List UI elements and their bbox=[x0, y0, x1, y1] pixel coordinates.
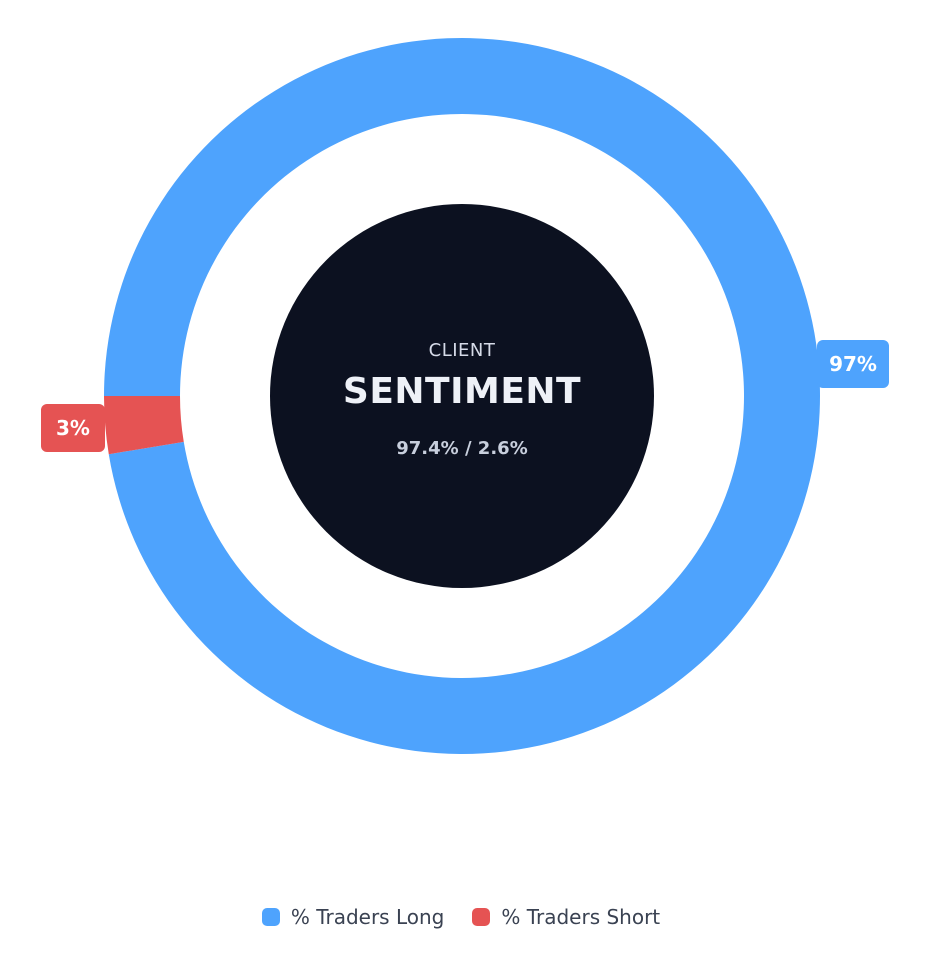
data-label-short-text: 3% bbox=[56, 416, 90, 440]
center-subtitle: 97.4% / 2.6% bbox=[396, 438, 527, 459]
data-label-short-box bbox=[41, 404, 105, 452]
data-label-long-text: 97% bbox=[829, 352, 877, 376]
data-label-long-box bbox=[817, 340, 889, 388]
donut-chart: CLIENT SENTIMENT 97.4% / 2.6% 97% 3% bbox=[41, 37, 889, 754]
legend-item-short[interactable]: % Traders Short bbox=[472, 905, 660, 929]
center-title: SENTIMENT bbox=[343, 371, 581, 412]
legend-item-long[interactable]: % Traders Long bbox=[261, 905, 445, 929]
legend: % Traders Long % Traders Short bbox=[0, 905, 922, 929]
center-label-top: CLIENT bbox=[429, 340, 496, 361]
data-label-short: 3% bbox=[41, 404, 105, 452]
data-labels: 97% 3% bbox=[41, 340, 889, 452]
donut-slices bbox=[104, 37, 820, 754]
legend-swatch-long bbox=[261, 908, 280, 926]
slice-traders-short[interactable] bbox=[104, 396, 184, 455]
legend-swatch-short bbox=[472, 908, 491, 926]
legend-label-short: % Traders Short bbox=[501, 905, 661, 929]
data-label-long: 97% bbox=[817, 340, 889, 388]
legend-label-long: % Traders Long bbox=[290, 905, 445, 929]
center-disc bbox=[270, 204, 654, 588]
